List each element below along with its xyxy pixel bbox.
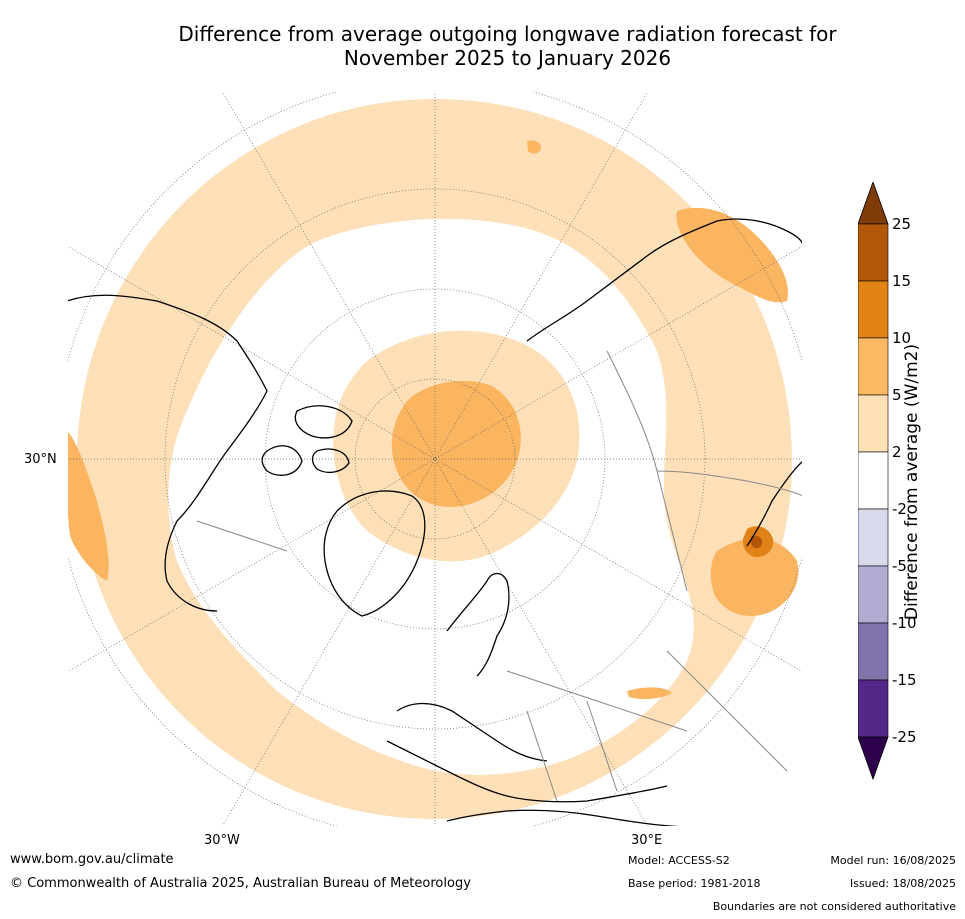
footer-model-run: Model run: 16/08/2025 xyxy=(830,854,956,867)
anomaly-pos-15-25-china xyxy=(750,535,763,549)
anomaly-pos-5-10-north-atlantic xyxy=(527,140,542,154)
colorbar-tick-neg25: -25 xyxy=(892,728,917,746)
footer-website: www.bom.gov.au/climate xyxy=(10,852,174,867)
colorbar-tick-neg15: -15 xyxy=(892,671,917,689)
footer-model: Model: ACCESS-S2 xyxy=(628,854,730,867)
colorbar-label: Difference from average (W/m2) xyxy=(902,343,922,621)
anomaly-pos-5-10-siberia xyxy=(676,207,788,303)
lat-label-30n: 30°N xyxy=(24,452,57,467)
title-line-1: Difference from average outgoing longwav… xyxy=(178,22,837,46)
colorbar-tick-2: 2 xyxy=(892,443,902,461)
lon-label-30w: 30°W xyxy=(204,833,240,848)
colorbar-bin-10-15 xyxy=(858,280,889,339)
colorbar-svg xyxy=(858,182,889,781)
footer-copyright: © Commonwealth of Australia 2025, Austra… xyxy=(10,876,471,891)
lon-label-30e: 30°E xyxy=(631,833,663,848)
map-frame xyxy=(67,91,803,827)
colorbar-tick-neg10: -10 xyxy=(892,614,917,632)
colorbar-arrow-top xyxy=(858,182,889,225)
colorbar-tick-25: 25 xyxy=(892,215,912,233)
colorbar-arrow-bottom xyxy=(858,736,889,781)
colorbar-bin-5-10 xyxy=(858,337,889,396)
colorbar-tick-5: 5 xyxy=(892,386,902,404)
coastlines xyxy=(67,218,803,827)
borders xyxy=(196,350,803,802)
title-line-2: November 2025 to January 2026 xyxy=(343,46,672,70)
map-svg xyxy=(67,91,803,827)
colorbar-bin-neg2-2 xyxy=(858,451,889,510)
colorbar-bin-neg15-neg10 xyxy=(858,622,889,681)
colorbar-tick-15: 15 xyxy=(892,272,912,290)
colorbar-bin-neg10-neg5 xyxy=(858,565,889,624)
graticule xyxy=(67,91,803,827)
colorbar-bin-neg25-neg15 xyxy=(858,679,889,738)
colorbar-tick-10: 10 xyxy=(892,329,912,347)
colorbar-bin-15-25 xyxy=(858,223,889,282)
footer-issued: Issued: 18/08/2025 xyxy=(849,877,956,890)
colorbar-bin-2-5 xyxy=(858,394,889,453)
footer-disclaimer: Boundaries are not considered authoritat… xyxy=(712,900,956,913)
polar-map xyxy=(67,91,803,827)
colorbar-tick-neg2: -2 xyxy=(892,500,907,518)
anomaly-pos-5-10-china xyxy=(710,538,799,616)
chart-title: Difference from average outgoing longwav… xyxy=(0,22,965,70)
anomaly-pos-5-10-arctic xyxy=(391,381,521,507)
colorbar-bin-neg5-neg2 xyxy=(858,508,889,567)
footer-base-period: Base period: 1981-2018 xyxy=(628,877,761,890)
colorbar-tick-neg5: -5 xyxy=(892,557,907,575)
anomaly-pos-5-10-pacific xyxy=(67,431,109,581)
no-signal-outer xyxy=(67,91,803,827)
anomaly-pos-5-10-mediterranean xyxy=(627,687,672,700)
colorbar: 25 15 10 5 2 -2 -5 -10 -15 -25 xyxy=(858,182,965,782)
